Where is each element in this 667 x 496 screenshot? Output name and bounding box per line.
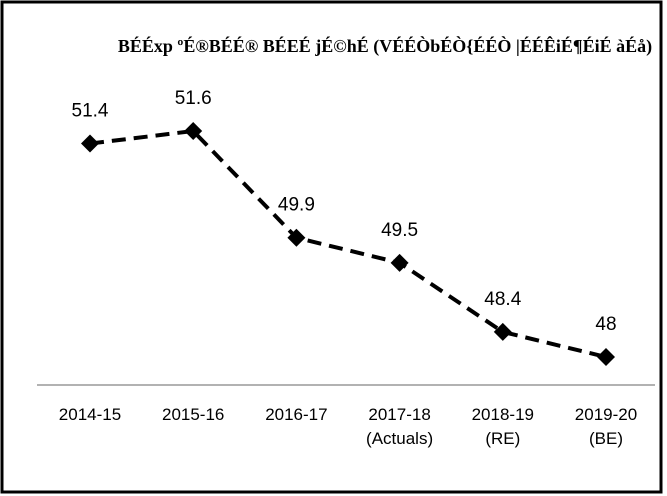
- x-tick-label: 2015-16: [161, 405, 225, 424]
- marker: [493, 322, 512, 341]
- chart-title: BÉÉxp ºÉ®BÉÉ® BÉEÉ jÉ©hÉ (VÉÉÒbÉÒ{ÉÉÒ |É…: [118, 35, 652, 57]
- marker: [184, 122, 203, 140]
- marker: [287, 228, 306, 247]
- data-label: 49.9: [278, 195, 315, 216]
- marker: [597, 348, 615, 366]
- data-label: 51.6: [175, 88, 212, 109]
- data-label: 48: [595, 314, 616, 335]
- x-tick-label: 2014-15: [58, 405, 122, 424]
- x-tick-label: 2017-18 (Actuals): [366, 405, 434, 448]
- marker: [81, 134, 99, 153]
- x-tick-label: 2019-20 (BE): [574, 405, 638, 448]
- x-tick-label: 2018-19 (RE): [471, 405, 534, 448]
- data-label: 48.4: [484, 289, 521, 310]
- data-label: 49.5: [381, 220, 418, 241]
- line: [89, 128, 607, 359]
- x-tick-label: 2016-17: [265, 405, 328, 424]
- marker: [390, 253, 409, 272]
- data-label: 51.4: [72, 101, 109, 122]
